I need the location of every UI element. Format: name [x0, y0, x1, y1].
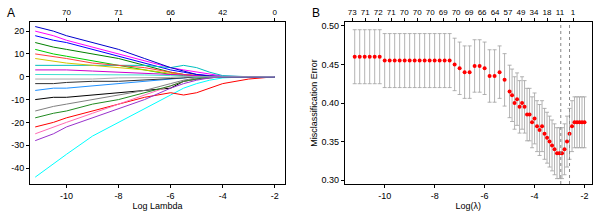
- svg-text:20: 20: [14, 26, 24, 36]
- svg-text:-40: -40: [11, 163, 24, 173]
- svg-text:Misclassification Error: Misclassification Error: [309, 59, 319, 147]
- svg-text:70: 70: [413, 8, 422, 17]
- svg-text:72: 72: [374, 8, 383, 17]
- svg-text:70: 70: [452, 8, 461, 17]
- svg-text:-30: -30: [11, 140, 24, 150]
- svg-text:73: 73: [348, 8, 357, 17]
- svg-text:0.30: 0.30: [321, 175, 339, 185]
- svg-text:0: 0: [273, 8, 278, 17]
- svg-text:Log(λ): Log(λ): [456, 201, 482, 211]
- svg-text:49: 49: [517, 8, 526, 17]
- svg-text:-8: -8: [115, 191, 123, 201]
- svg-text:66: 66: [478, 8, 487, 17]
- svg-text:-10: -10: [60, 191, 73, 201]
- svg-text:-20: -20: [11, 118, 24, 128]
- svg-text:-10: -10: [11, 95, 24, 105]
- svg-text:0.40: 0.40: [321, 98, 339, 108]
- svg-text:66: 66: [166, 8, 175, 17]
- svg-text:69: 69: [439, 8, 448, 17]
- svg-text:71: 71: [361, 8, 370, 17]
- svg-text:70: 70: [400, 8, 409, 17]
- svg-text:69: 69: [465, 8, 474, 17]
- svg-text:70: 70: [426, 8, 435, 17]
- svg-text:0.45: 0.45: [321, 60, 339, 70]
- svg-text:57: 57: [504, 8, 513, 17]
- svg-text:1: 1: [571, 8, 576, 17]
- svg-text:70: 70: [62, 8, 71, 17]
- svg-text:-2: -2: [581, 191, 589, 201]
- svg-text:-8: -8: [431, 191, 439, 201]
- svg-text:-4: -4: [531, 191, 539, 201]
- svg-text:B: B: [312, 6, 320, 20]
- svg-text:71: 71: [387, 8, 396, 17]
- svg-text:-6: -6: [167, 191, 175, 201]
- svg-text:34: 34: [530, 8, 539, 17]
- svg-text:10: 10: [14, 49, 24, 59]
- svg-text:11: 11: [556, 8, 565, 17]
- svg-text:71: 71: [114, 8, 123, 17]
- svg-text:42: 42: [218, 8, 227, 17]
- svg-text:0.50: 0.50: [321, 21, 339, 31]
- svg-text:0.35: 0.35: [321, 137, 339, 147]
- svg-text:0: 0: [19, 72, 24, 82]
- svg-text:A: A: [7, 6, 15, 20]
- svg-text:-6: -6: [481, 191, 489, 201]
- svg-text:-4: -4: [219, 191, 227, 201]
- svg-text:-2: -2: [271, 191, 279, 201]
- svg-text:64: 64: [491, 8, 500, 17]
- svg-text:-10: -10: [378, 191, 391, 201]
- svg-text:Log Lambda: Log Lambda: [133, 201, 183, 211]
- svg-text:18: 18: [543, 8, 552, 17]
